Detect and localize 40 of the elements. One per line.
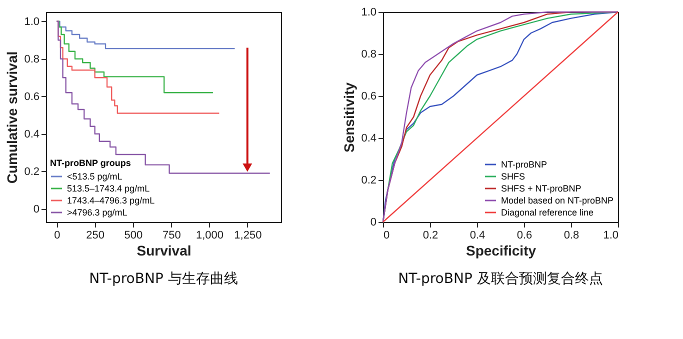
x-axis-title: Survival: [136, 242, 192, 258]
x-tick-label: 0.2: [422, 230, 438, 242]
x-tick-label: 500: [124, 230, 143, 242]
legend-label: SHFS + NT-proBNP: [501, 184, 582, 194]
legend-label: NT-proBNP: [501, 160, 548, 170]
legend-title: NT-proBNP groups: [50, 158, 131, 168]
y-axis-title: Sensitivity: [341, 82, 358, 153]
x-tick-label: 0: [54, 230, 60, 242]
y-tick-label: 0: [370, 216, 376, 228]
y-tick-label: 0.8: [24, 53, 40, 66]
legend-label: 1743.4–4796.3 pg/mL: [67, 196, 155, 206]
legend-label: 513.5–1743.4 pg/mL: [67, 184, 150, 194]
legend-label: <513.5 pg/mL: [67, 172, 122, 182]
x-tick-label: 0.8: [564, 230, 580, 242]
legend-label: Diagonal reference line: [501, 208, 594, 218]
legend-label: Model based on NT-proBNP: [501, 196, 614, 206]
y-tick-label: 1.0: [361, 6, 376, 18]
y-tick-label: 0.2: [361, 174, 376, 186]
legend-label: SHFS: [501, 172, 526, 182]
y-axis-title: Cumulative survival: [4, 51, 20, 184]
legend-label: >4796.3 pg/mL: [67, 208, 128, 218]
x-tick-label: 1.0: [603, 230, 618, 242]
x-tick-label: 750: [162, 230, 181, 242]
y-tick-label: 0.6: [24, 90, 40, 103]
x-tick-label: 1,000: [196, 230, 224, 242]
y-tick-label: 0.4: [361, 132, 376, 144]
text: NT-proBNP 与生存曲线: [89, 271, 238, 287]
y-tick-label: 0.4: [24, 128, 40, 140]
x-tick-label: 0: [384, 230, 390, 242]
text: NT-proBNP 及联合预测复合终点: [398, 271, 603, 287]
y-tick-label: 1.0: [24, 16, 40, 28]
y-tick-label: 0.2: [24, 166, 40, 178]
y-tick-label: 0.6: [361, 90, 376, 102]
x-tick-label: 0.4: [470, 230, 486, 242]
x-tick-label: 1,250: [234, 230, 262, 242]
y-tick-label: 0: [33, 203, 40, 216]
x-tick-label: 250: [86, 230, 105, 242]
x-axis-title: Specificity: [466, 242, 536, 258]
x-tick-label: 0.6: [516, 230, 532, 242]
y-tick-label: 0.8: [361, 48, 376, 60]
